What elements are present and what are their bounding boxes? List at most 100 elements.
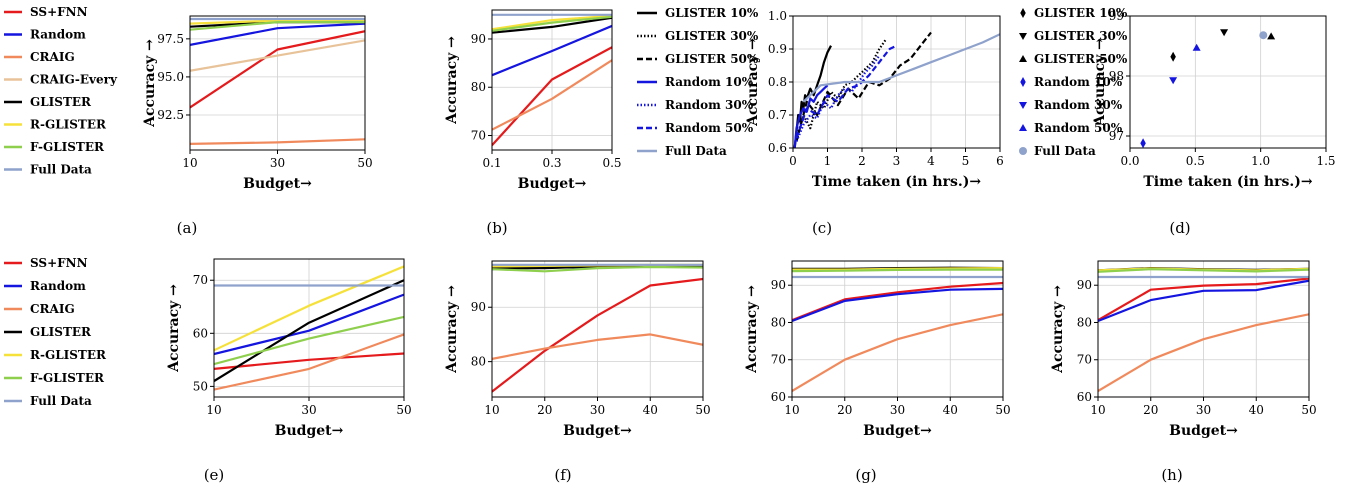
y-tick-label: 70 xyxy=(471,129,486,143)
series-line xyxy=(214,265,404,352)
series-line xyxy=(1098,279,1309,323)
legend-label: SS+FNN xyxy=(30,256,88,270)
legend-label: Full Data xyxy=(665,144,727,158)
legend-label: Random xyxy=(30,28,86,42)
series-line xyxy=(190,30,365,109)
panel-caption: (f) xyxy=(554,466,571,484)
x-tick-label: 20 xyxy=(837,403,852,417)
y-tick-label: 95.0 xyxy=(157,70,184,84)
series-line xyxy=(190,138,365,145)
legend-label: Random 30% xyxy=(665,98,754,112)
series-line xyxy=(1098,268,1309,273)
series-line xyxy=(795,54,881,142)
y-tick-label: 99 xyxy=(1109,9,1124,23)
legend-top-left: SS+FNN Random CRAIG CRAIG-Every GLISTER R-GLI… xyxy=(4,5,118,177)
x-tick-label: 50 xyxy=(396,403,411,417)
x-tick-label: 50 xyxy=(995,403,1010,417)
x-tick-label: 3 xyxy=(893,154,901,168)
series-line xyxy=(190,19,365,25)
x-tick-label: 10 xyxy=(182,156,197,170)
x-tick-label: 10 xyxy=(484,403,499,417)
series-line xyxy=(190,39,365,72)
plot-area xyxy=(190,17,365,145)
x-tick-label: 30 xyxy=(1196,403,1211,417)
x-tick-label: 50 xyxy=(695,403,710,417)
legend-label: GLISTER 50% xyxy=(1034,52,1128,66)
legend-marker xyxy=(1019,55,1027,62)
y-tick-label: 90 xyxy=(1077,278,1092,292)
x-axis-label: Budget→ xyxy=(243,176,312,192)
y-tick-label: 70 xyxy=(193,273,208,287)
series-line xyxy=(214,333,404,391)
y-tick-label: 70 xyxy=(1077,353,1092,367)
series-line xyxy=(795,44,897,139)
series-line xyxy=(1098,277,1309,322)
series-line xyxy=(1098,313,1309,392)
plot-area xyxy=(792,266,1003,392)
legend-label: CRAIG xyxy=(30,302,75,316)
y-tick-label: 70 xyxy=(771,353,786,367)
x-tick-label: 40 xyxy=(643,403,658,417)
chart-panel-d: 0.0 0.5 1.0 1.5 97 98 99 Time taken (in hrs.)→ A… xyxy=(1092,9,1336,237)
legend-label: Random 50% xyxy=(665,121,754,135)
legend-label: R-GLISTER xyxy=(30,348,107,362)
legend-label: GLISTER xyxy=(30,95,92,109)
plot-frame xyxy=(491,260,704,398)
legend-label: GLISTER 30% xyxy=(665,29,759,43)
y-tick-label: 80 xyxy=(771,315,786,329)
y-axis-label: Accuracy → xyxy=(444,285,460,374)
data-point xyxy=(1192,43,1201,51)
legend-label: GLISTER 30% xyxy=(1034,29,1128,43)
legend-label: Random xyxy=(30,279,86,293)
chart-panel-c: 0 1 2 3 4 5 6 0.6 0.7 0.8 0.9 1.0 Time taken (in hrs… xyxy=(745,9,1004,237)
plot-frame xyxy=(491,9,613,151)
data-point xyxy=(1267,32,1276,40)
chart-panel-h: 10 20 30 40 50 60 70 80 90 Budget→ Accuracy → (h) xyxy=(1050,260,1317,484)
x-tick-label: 1.0 xyxy=(1251,154,1270,168)
legend-label: Random 10% xyxy=(665,75,754,89)
chart-panel-g: 10 20 30 40 50 60 70 80 90 Budget→ Accuracy → (g) xyxy=(744,260,1011,484)
x-tick-label: 6 xyxy=(996,154,1004,168)
plot-area xyxy=(1098,267,1309,392)
y-tick-label: 60 xyxy=(1077,390,1092,404)
chart-panel-e: 10 30 50 50 60 70 Budget→ Accuracy → (e) xyxy=(166,258,412,484)
panel-caption: (c) xyxy=(812,219,832,237)
y-tick-label: 0.6 xyxy=(768,141,787,155)
series-line xyxy=(214,279,404,383)
y-tick-label: 0.7 xyxy=(768,108,787,122)
x-axis-label: Budget→ xyxy=(1169,423,1238,439)
data-point xyxy=(1220,29,1229,37)
x-tick-label: 30 xyxy=(590,403,605,417)
series-line xyxy=(492,16,612,34)
legend-marker xyxy=(1019,147,1027,155)
series-line xyxy=(795,31,932,142)
data-point xyxy=(1169,77,1178,85)
series-line xyxy=(792,267,1003,271)
legend-label: F-GLISTER xyxy=(30,371,105,385)
y-tick-label: 80 xyxy=(1077,315,1092,329)
series-line xyxy=(214,352,404,370)
legend-marker xyxy=(1020,8,1026,18)
x-tick-label: 50 xyxy=(1301,403,1316,417)
x-tick-label: 1.5 xyxy=(1316,154,1335,168)
series-line xyxy=(214,315,404,366)
legend-label: GLISTER xyxy=(30,325,92,339)
x-tick-label: 0.5 xyxy=(1186,154,1205,168)
y-axis-label: Accuracy → xyxy=(744,285,760,374)
y-tick-label: 97 xyxy=(1109,129,1124,143)
x-tick-label: 40 xyxy=(1249,403,1264,417)
plot-frame xyxy=(792,15,1001,149)
y-tick-label: 90 xyxy=(471,300,486,314)
x-tick-label: 50 xyxy=(357,156,372,170)
series-line xyxy=(793,84,829,148)
plot-frame xyxy=(1129,15,1327,149)
plot-area xyxy=(793,31,1000,148)
y-tick-label: 98 xyxy=(1109,69,1124,83)
y-axis-label: Accuracy → xyxy=(166,284,182,373)
chart-panel-f: 10 20 30 40 50 80 90 Budget→ Accuracy → (f) xyxy=(444,260,711,484)
plot-area xyxy=(214,265,404,391)
legend-label: Random 30% xyxy=(1034,98,1123,112)
y-tick-label: 60 xyxy=(771,390,786,404)
y-tick-label: 97.5 xyxy=(157,32,184,46)
